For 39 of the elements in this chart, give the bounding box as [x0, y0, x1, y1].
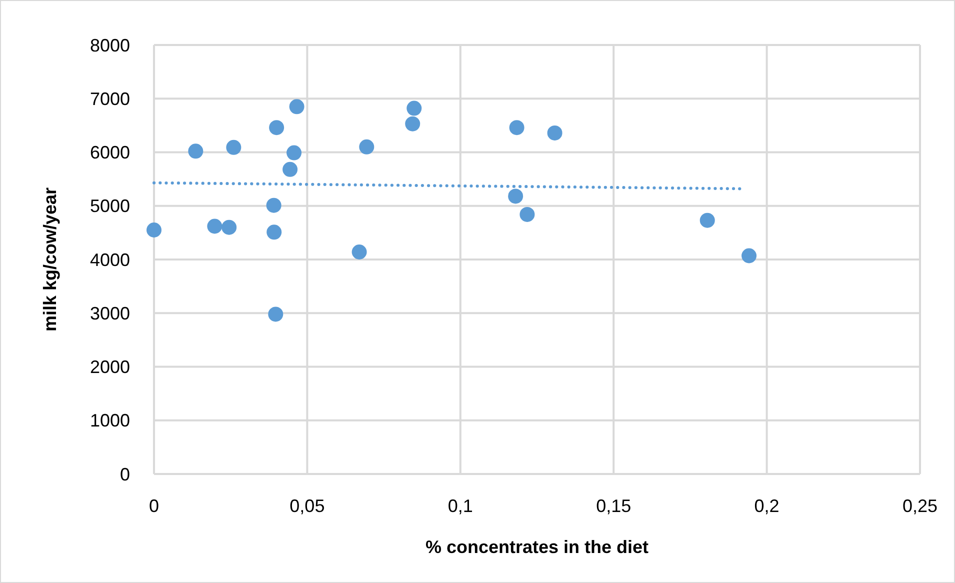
y-tick-label: 1000	[90, 410, 130, 431]
point	[406, 100, 422, 116]
point	[352, 244, 367, 260]
point	[188, 144, 204, 159]
x-tick-label: 0,1	[448, 496, 473, 516]
y-tick-label: 2000	[90, 357, 130, 378]
y-tick-label: 6000	[90, 142, 130, 163]
x-tick-label: 0,25	[902, 496, 938, 516]
y-tick-label: 0	[120, 464, 130, 484]
point	[359, 139, 374, 154]
y-tick-label: 4000	[90, 250, 130, 270]
point	[547, 125, 562, 140]
point	[742, 248, 757, 264]
x-tick-label: 0	[148, 496, 160, 516]
point	[282, 162, 298, 177]
point	[520, 206, 535, 222]
point	[405, 116, 420, 132]
point	[508, 188, 524, 204]
point	[266, 224, 282, 240]
x-tick-label: 0,15	[596, 496, 632, 516]
y-tick-label: 8000	[90, 35, 130, 56]
point	[268, 306, 284, 322]
point	[222, 220, 237, 235]
y-tick-label: 7000	[90, 88, 130, 109]
y-axis-title: milk kg/cow/year	[40, 187, 60, 332]
point	[146, 222, 162, 238]
point	[509, 120, 524, 136]
y-tick-label: 5000	[90, 196, 130, 216]
point	[289, 99, 304, 114]
y-tick-label: 3000	[90, 303, 130, 324]
point	[286, 145, 302, 160]
point	[269, 120, 284, 136]
point	[266, 198, 282, 213]
point	[700, 212, 715, 228]
point	[207, 218, 222, 234]
point	[226, 140, 242, 155]
x-axis-title: % concentrates in the diet	[425, 537, 649, 557]
x-tick-label: 0,05	[290, 496, 325, 516]
x-tick-label: 0,2	[754, 496, 780, 516]
